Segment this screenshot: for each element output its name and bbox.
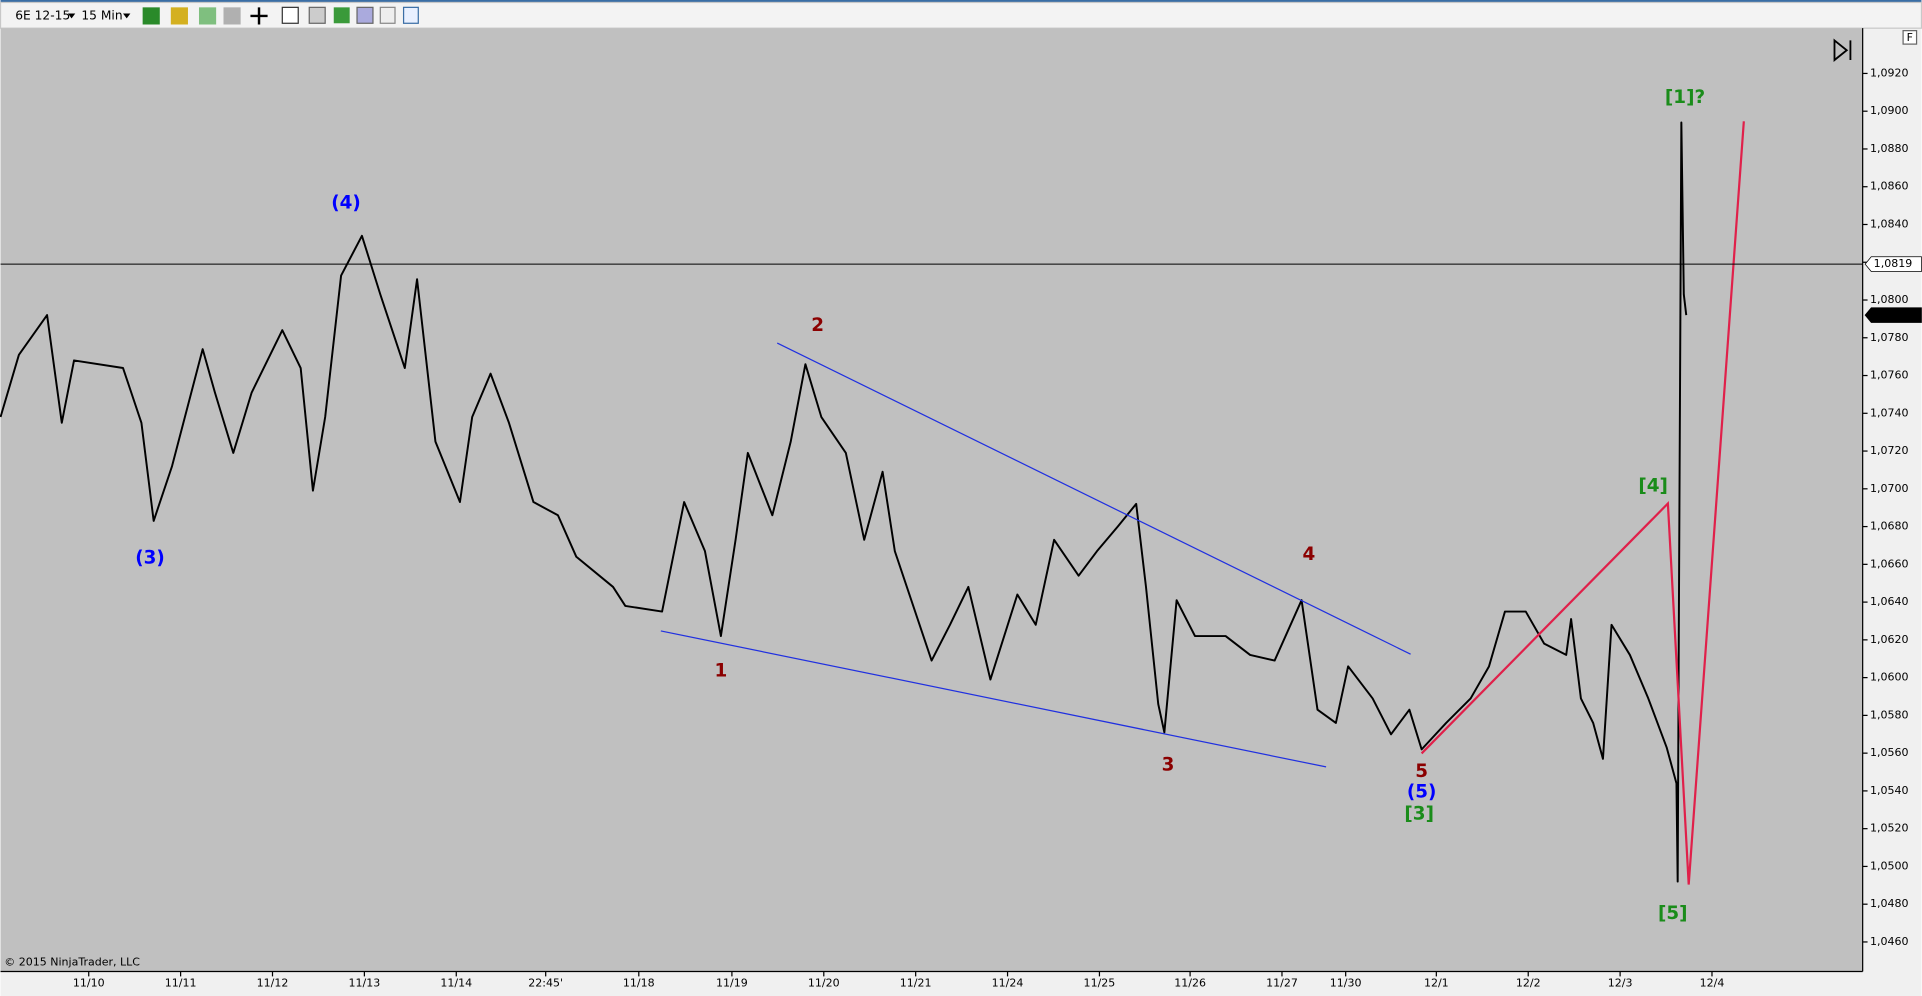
remove-button[interactable]: [223, 7, 241, 25]
window-button[interactable]: [402, 6, 419, 24]
y-tick-label: 1,0780: [1870, 331, 1909, 344]
y-tick-label: 1,0540: [1870, 784, 1909, 797]
x-tick-label: 11/21: [900, 977, 932, 990]
y-tick-label: 1,0500: [1870, 859, 1909, 872]
y-tick-label: 1,0800: [1870, 293, 1909, 306]
wave-label: 4: [1303, 544, 1316, 565]
x-tick-label: 22:45': [528, 977, 563, 990]
instrument-selector[interactable]: 6E 12-15: [15, 8, 70, 22]
y-tick-label: 1,0520: [1870, 822, 1909, 835]
x-tick-label: 11/25: [1084, 977, 1116, 990]
y-tick-label: 1,0580: [1870, 708, 1909, 721]
scroll-end-button[interactable]: [1833, 38, 1852, 62]
wave-label: 2: [811, 315, 824, 336]
panel-button[interactable]: [1902, 30, 1918, 45]
top-border: [0, 0, 1922, 3]
y-tick-label: 1,0460: [1870, 935, 1909, 948]
strategy-button[interactable]: [356, 6, 374, 24]
wave-label: [5]: [1658, 903, 1688, 924]
y-tick-label: 1,0680: [1870, 520, 1909, 533]
x-tick-label: 11/13: [349, 977, 381, 990]
interval-selector[interactable]: 15 Min: [81, 8, 122, 22]
y-tick-label: 1,0840: [1870, 217, 1909, 230]
trend-line: [660, 630, 1327, 768]
x-tick-label: 11/18: [623, 977, 655, 990]
x-tick-label: 12/1: [1424, 977, 1449, 990]
wave-label: 5: [1415, 761, 1428, 782]
wave-label: (3): [135, 548, 165, 569]
dropdown-arrow[interactable]: [123, 13, 131, 19]
y-tick-label: 1,0760: [1870, 369, 1909, 382]
price-marker-label: 1,0792: [1874, 308, 1913, 321]
plot-area: [0, 28, 1863, 972]
y-tick-label: 1,0480: [1870, 897, 1909, 910]
x-tick-label: 11/14: [440, 977, 472, 990]
x-tick-label: 11/30: [1330, 977, 1362, 990]
wave-label: (5): [1407, 782, 1437, 803]
wave-label: 1: [714, 660, 727, 681]
x-tick-label: 12/3: [1608, 977, 1633, 990]
x-tick-label: 11/20: [808, 977, 840, 990]
y-tick-label: 1,0640: [1870, 595, 1909, 608]
x-tick-label: 11/26: [1174, 977, 1206, 990]
x-tick-label: 11/19: [716, 977, 748, 990]
x-tick-label: 11/11: [165, 977, 197, 990]
wave-label: [4]: [1638, 475, 1668, 496]
x-tick-label: 11/27: [1266, 977, 1298, 990]
wave-label: [1]?: [1665, 87, 1705, 108]
y-tick-label: 1,0620: [1870, 633, 1909, 646]
y-tick-label: 1,0900: [1870, 104, 1909, 117]
properties-button[interactable]: [308, 6, 326, 24]
x-tick-label: 11/10: [73, 977, 105, 990]
panel-button-label[interactable]: F: [1907, 31, 1913, 44]
price-marker: [1864, 256, 1922, 272]
price-marker: [1864, 307, 1922, 323]
data-box-button[interactable]: [379, 6, 396, 24]
x-tick-label: 11/24: [992, 977, 1024, 990]
zoom-button[interactable]: [281, 6, 299, 24]
y-tick-label: 1,0600: [1870, 671, 1909, 684]
dropdown-arrow[interactable]: [67, 13, 76, 19]
drawing-tool-button[interactable]: [170, 7, 188, 25]
wave-label: [3]: [1404, 804, 1434, 825]
y-tick-label: 1,0720: [1870, 444, 1909, 457]
y-tick-label: 1,0700: [1870, 482, 1909, 495]
price-line: [0, 121, 1688, 883]
price-marker-label: 1,0819: [1874, 257, 1913, 270]
y-tick-label: 1,0860: [1870, 180, 1909, 193]
y-tick-label: 1,0740: [1870, 406, 1909, 419]
x-tick-label: 11/12: [257, 977, 289, 990]
crosshair-button[interactable]: [250, 7, 268, 25]
x-tick-label: 12/2: [1516, 977, 1541, 990]
trend-line: [776, 342, 1411, 655]
y-tick-label: 1,0660: [1870, 557, 1909, 570]
wave-label: 3: [1162, 755, 1175, 776]
add-button[interactable]: [198, 7, 217, 25]
x-tick-label: 12/4: [1700, 977, 1725, 990]
chart-style-button[interactable]: [142, 7, 160, 25]
copyright: © 2015 NinjaTrader, LLC: [4, 955, 140, 968]
projection-line: [1420, 121, 1745, 885]
y-tick-label: 1,0920: [1870, 66, 1909, 79]
y-tick-label: 1,0560: [1870, 746, 1909, 759]
y-tick-label: 1,0880: [1870, 142, 1909, 155]
toolbar: 6E 12-15 15 Min: [0, 1, 1922, 29]
wave-label: (4): [331, 192, 361, 213]
indicator-button[interactable]: [333, 7, 350, 24]
